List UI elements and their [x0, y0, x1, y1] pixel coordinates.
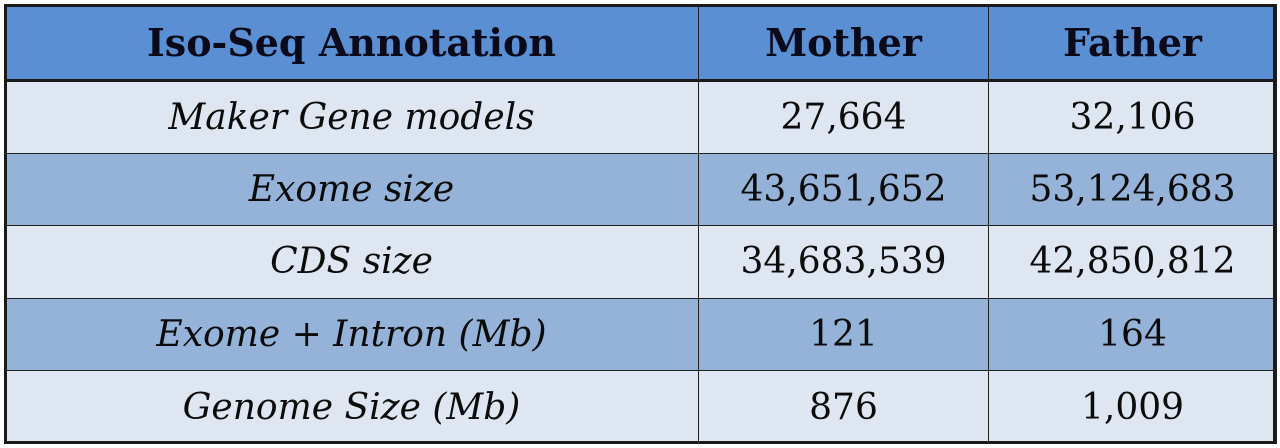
- row-label: Maker Gene models: [4, 80, 699, 154]
- header-mother: Mother: [698, 4, 989, 82]
- annotation-table-container: Iso-Seq Annotation Mother Father Maker G…: [4, 4, 1277, 444]
- mother-value: 43,651,652: [698, 152, 989, 227]
- mother-value: 27,664: [698, 80, 989, 154]
- row-label: Exome size: [4, 152, 699, 227]
- table-row: Maker Gene models 27,664 32,106: [4, 80, 1277, 154]
- father-value: 42,850,812: [988, 225, 1277, 299]
- row-label: Genome Size (Mb): [4, 370, 699, 444]
- father-value: 1,009: [988, 370, 1277, 444]
- header-row: Iso-Seq Annotation Mother Father: [4, 4, 1277, 82]
- row-label: Exome + Intron (Mb): [4, 297, 699, 372]
- mother-value: 34,683,539: [698, 225, 989, 299]
- table-row: Genome Size (Mb) 876 1,009: [4, 370, 1277, 444]
- table-row: Exome + Intron (Mb) 121 164: [4, 297, 1277, 372]
- mother-value: 121: [698, 297, 989, 372]
- table-row: CDS size 34,683,539 42,850,812: [4, 225, 1277, 299]
- row-label: CDS size: [4, 225, 699, 299]
- header-father: Father: [988, 4, 1277, 82]
- mother-value: 876: [698, 370, 989, 444]
- table-row: Exome size 43,651,652 53,124,683: [4, 152, 1277, 227]
- header-annotation: Iso-Seq Annotation: [4, 4, 699, 82]
- father-value: 164: [988, 297, 1277, 372]
- father-value: 32,106: [988, 80, 1277, 154]
- annotation-table: Iso-Seq Annotation Mother Father Maker G…: [4, 4, 1277, 444]
- father-value: 53,124,683: [988, 152, 1277, 227]
